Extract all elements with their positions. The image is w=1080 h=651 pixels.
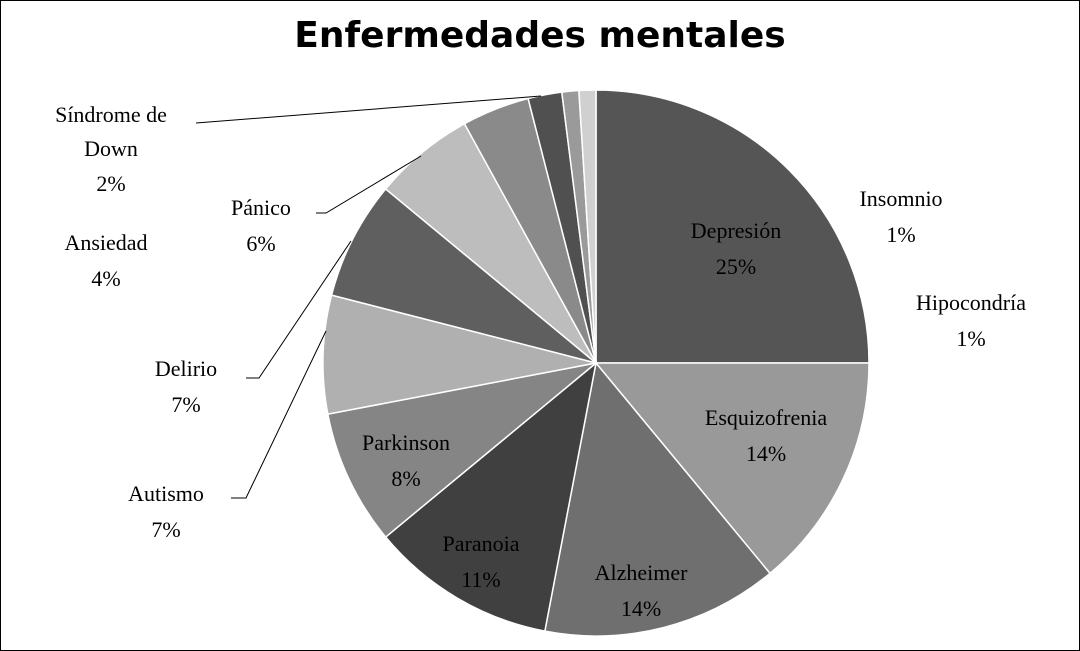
slice-percent: 4% (91, 266, 121, 291)
leader-line (195, 95, 542, 124)
data-label: Pánico 6% (231, 190, 291, 262)
pie-slice (595, 89, 870, 364)
pie-slice (594, 362, 870, 575)
slice-percent: 25% (715, 254, 757, 279)
data-label: Hipocondría 1% (916, 285, 1026, 357)
data-label: Alzheimer 14% (595, 555, 688, 627)
pie-slice (326, 362, 597, 539)
data-label: Autismo 7% (128, 476, 204, 548)
slice-name: Pánico (231, 195, 291, 220)
data-label: Ansiedad 4% (64, 225, 147, 297)
data-label: Parkinson 8% (362, 425, 450, 497)
slice-percent: 14% (620, 596, 662, 621)
slice-name: Delirio (154, 356, 218, 381)
slice-name: Hipocondría (916, 290, 1026, 315)
slice-percent: 1% (956, 326, 986, 351)
slice-percent: 11% (461, 567, 501, 592)
slice-percent: 14% (745, 441, 787, 466)
slice-name: Ansiedad (64, 230, 148, 255)
leader-line (231, 330, 327, 499)
pie-slice (384, 361, 598, 633)
slice-name: Esquizofrenia (704, 405, 828, 430)
slice-name: Alzheimer (594, 560, 688, 585)
slice-percent: 7% (151, 517, 181, 542)
pie-slice (543, 361, 772, 637)
data-label: Depresión 25% (691, 213, 781, 285)
pie-slice (330, 187, 597, 364)
slice-name: Autismo (128, 481, 204, 506)
slice-percent: 6% (246, 231, 276, 256)
slice-name: Síndrome de Down (55, 102, 167, 161)
data-label: Delirio 7% (155, 351, 217, 423)
data-label: Insomnio 1% (859, 181, 942, 253)
data-label: Síndrome de Down 2% (51, 98, 171, 202)
leader-line (316, 155, 422, 214)
pie-slice (322, 294, 597, 416)
slice-name: Parkinson (362, 430, 450, 455)
data-label: Paranoia 11% (443, 526, 520, 598)
slice-percent: 1% (886, 222, 916, 247)
leader-line (246, 240, 352, 379)
slice-percent: 7% (171, 392, 201, 417)
slice-percent: 8% (391, 466, 421, 491)
slice-name: Paranoia (442, 531, 520, 556)
data-label: Esquizofrenia 14% (705, 400, 827, 472)
pie-slice (578, 89, 597, 364)
slice-percent: 2% (96, 171, 126, 196)
slice-name: Insomnio (859, 186, 943, 211)
chart-title: Enfermedades mentales (294, 15, 786, 56)
slice-name: Depresión (690, 218, 782, 243)
